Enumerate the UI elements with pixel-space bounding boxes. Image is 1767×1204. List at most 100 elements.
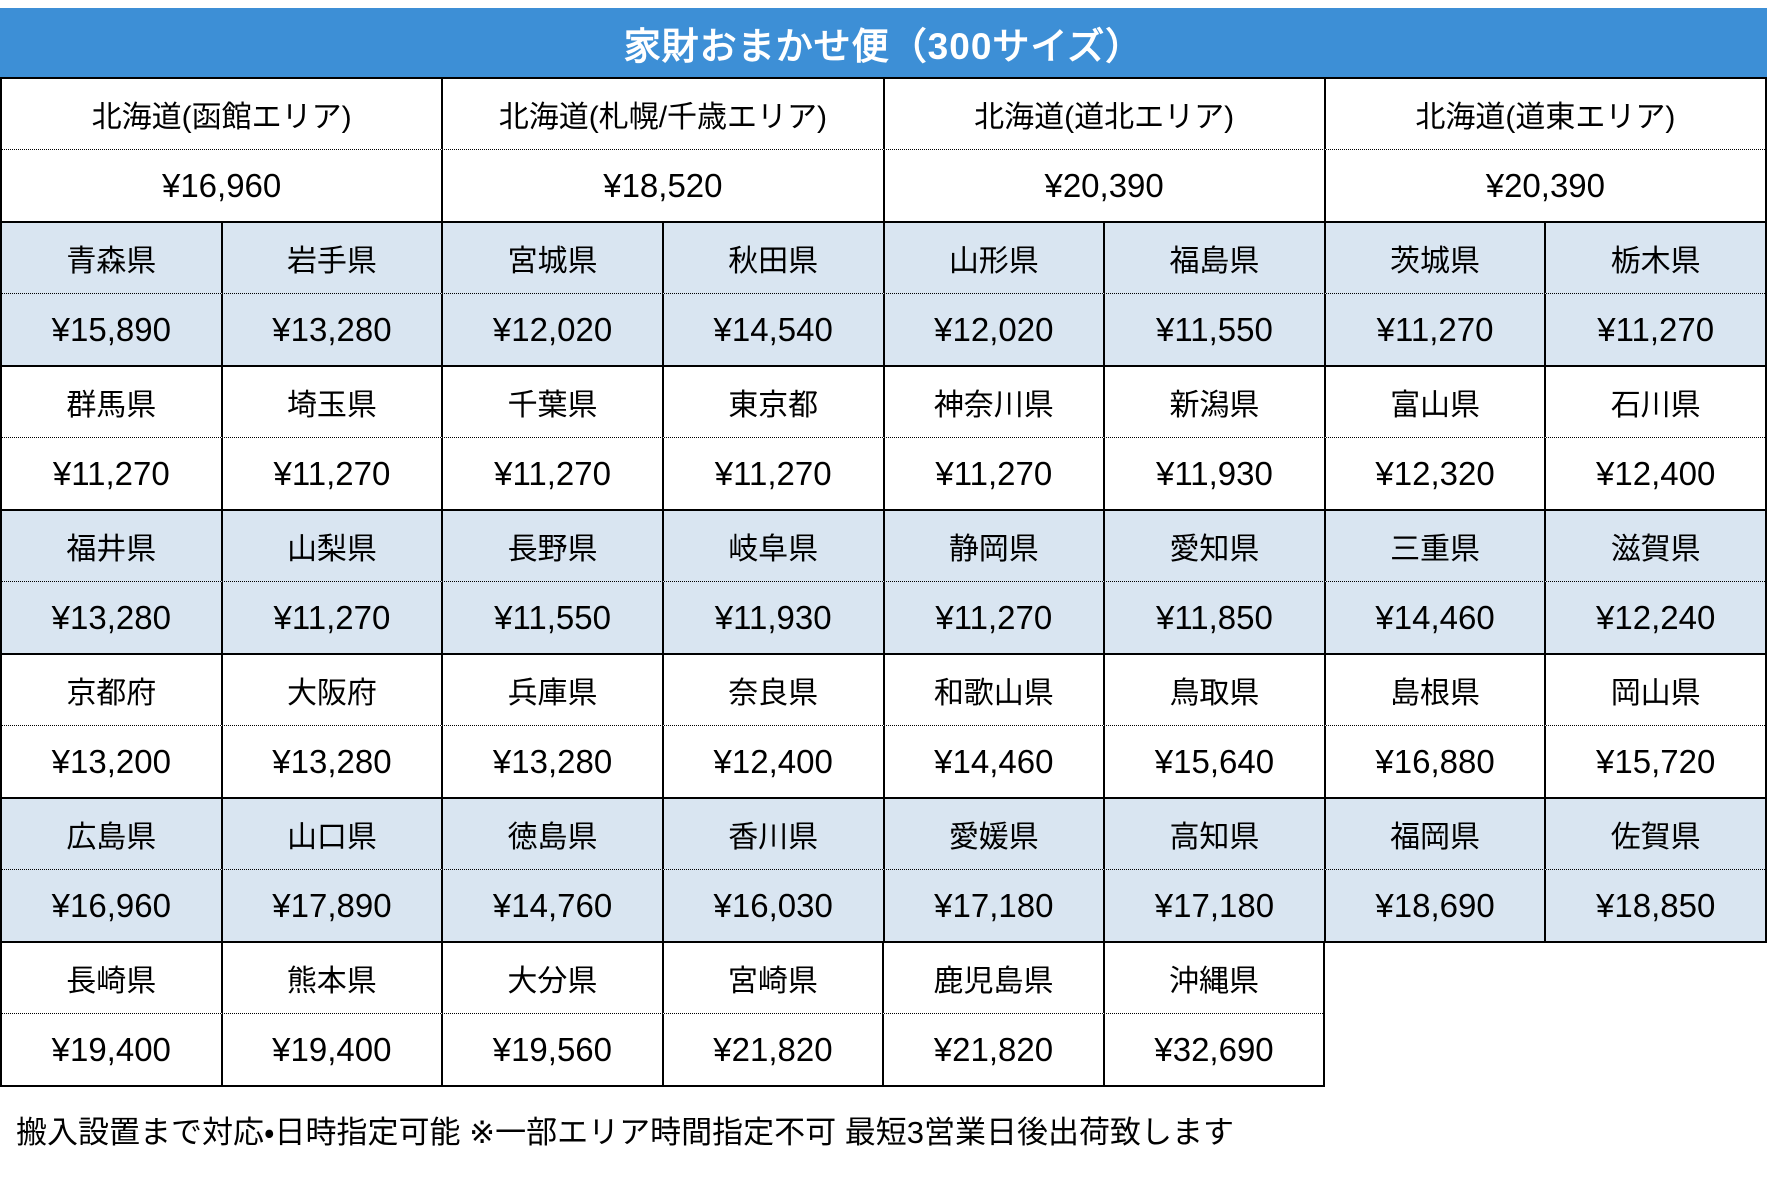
region-name-row: 長崎県 熊本県 大分県 宮崎県 鹿児島県 沖縄県: [2, 943, 1324, 1014]
region-name-cell: 兵庫県: [441, 655, 662, 725]
region-name-row: 北海道(函館エリア) 北海道(札幌/千歳エリア) 北海道(道北エリア) 北海道(道東エ…: [2, 79, 1765, 150]
region-name-cell: 大阪府: [220, 655, 442, 725]
price-cell: ¥13,200: [51, 742, 171, 780]
prefecture-group-1: 青森県 岩手県 宮城県 秋田県 山形県 福島県 茨城県 栃木県 ¥15,890 ¥13,280 ¥1…: [0, 223, 1767, 367]
region-name-cell: 神奈川県: [882, 367, 1104, 437]
table-title-bar: 家財おまかせ便（300サイズ）: [0, 8, 1767, 77]
price-cell: ¥11,270: [1544, 294, 1765, 365]
hokkaido-group: 北海道(函館エリア) 北海道(札幌/千歳エリア) 北海道(道北エリア) 北海道(道東エ…: [0, 77, 1767, 223]
region-name-cell: 奈良県: [661, 655, 883, 725]
price-cell: ¥12,240: [1544, 582, 1765, 653]
price-cell: ¥14,540: [661, 294, 883, 365]
footer-note: 搬入設置まで対応・日時指定可能 ※一部エリア時間指定不可 最短3営業日後出荷致し…: [16, 1115, 1234, 1150]
price-cell: ¥17,180: [1103, 870, 1324, 941]
price-cell: ¥12,400: [1544, 438, 1765, 509]
price-cell: ¥14,460: [882, 726, 1104, 797]
region-name-cell: 青森県: [66, 245, 157, 278]
price-cell: ¥19,400: [220, 1014, 442, 1085]
price-cell: ¥13,280: [220, 726, 442, 797]
prefecture-group-6: 長崎県 熊本県 大分県 宮崎県 鹿児島県 沖縄県 ¥19,400 ¥19,400 ¥19,560…: [0, 943, 1326, 1087]
region-name-cell: 鳥取県: [1103, 655, 1324, 725]
price-cell: ¥16,960: [161, 166, 282, 204]
region-name-cell: 徳島県: [441, 799, 662, 869]
price-cell: ¥18,690: [1323, 870, 1545, 941]
price-row-el: ¥13,200 ¥13,280 ¥13,280 ¥12,400 ¥14,460 ¥15,6…: [2, 726, 1765, 797]
price-cell: ¥11,270: [1323, 294, 1545, 365]
region-name-cell: 高知県: [1103, 799, 1324, 869]
region-name-cell: 山形県: [882, 223, 1104, 293]
price-cell: ¥32,690: [1102, 1014, 1324, 1085]
region-name-cell: 北海道(函館エリア): [91, 101, 352, 134]
price-cell: ¥11,270: [882, 582, 1104, 653]
region-name-cell: 大分県: [441, 943, 662, 1013]
price-cell: ¥13,280: [220, 294, 442, 365]
price-cell: ¥11,270: [441, 438, 662, 509]
price-cell: ¥21,820: [661, 1014, 883, 1085]
price-cell: ¥12,020: [882, 294, 1104, 365]
region-name-cell: 三重県: [1323, 511, 1545, 581]
price-cell: ¥17,890: [220, 870, 442, 941]
price-cell: ¥16,030: [661, 870, 883, 941]
prefecture-group-3: 福井県 山梨県 長野県 岐阜県 静岡県 愛知県 三重県 滋賀県 ¥13,280 ¥11,270 ¥1…: [0, 511, 1767, 655]
price-row-el: ¥16,960 ¥18,520 ¥20,390 ¥20,390: [2, 150, 1765, 221]
price-cell: ¥21,820: [882, 1014, 1103, 1085]
price-cell: ¥12,400: [661, 726, 883, 797]
region-name-cell: 石川県: [1544, 367, 1765, 437]
price-cell: ¥15,720: [1544, 726, 1765, 797]
region-name-cell: 千葉県: [441, 367, 662, 437]
region-name-cell: 香川県: [661, 799, 883, 869]
region-name-cell: 宮崎県: [661, 943, 883, 1013]
region-name-cell: 北海道(札幌/千歳エリア): [441, 79, 882, 149]
price-cell: ¥20,390: [882, 150, 1324, 221]
price-cell: ¥20,390: [1323, 150, 1765, 221]
region-name-cell: 京都府: [66, 677, 157, 710]
region-name-cell: 熊本県: [220, 943, 442, 1013]
table-title: 家財おまかせ便（300サイズ）: [623, 25, 1144, 67]
region-name-cell: 島根県: [1323, 655, 1545, 725]
region-name-cell: 長崎県: [66, 965, 157, 998]
region-name-cell: 山口県: [220, 799, 442, 869]
region-name-cell: 宮城県: [441, 223, 662, 293]
prefecture-group-2: 群馬県 埼玉県 千葉県 東京都 神奈川県 新潟県 富山県 石川県 ¥11,270 ¥11,270 ¥…: [0, 367, 1767, 511]
price-table: 北海道(函館エリア) 北海道(札幌/千歳エリア) 北海道(道北エリア) 北海道(道東エ…: [0, 77, 1767, 1087]
price-cell: ¥18,520: [441, 150, 882, 221]
price-cell: ¥18,850: [1544, 870, 1765, 941]
region-name-cell: 東京都: [661, 367, 883, 437]
region-name-cell: 岐阜県: [661, 511, 883, 581]
region-name-cell: 北海道(道北エリア): [882, 79, 1324, 149]
price-cell: ¥19,560: [441, 1014, 662, 1085]
price-cell: ¥11,270: [220, 438, 442, 509]
price-cell: ¥11,270: [661, 438, 883, 509]
price-cell: ¥11,850: [1103, 582, 1324, 653]
region-name-row: 京都府 大阪府 兵庫県 奈良県 和歌山県 鳥取県 島根県 岡山県: [2, 655, 1765, 726]
price-cell: ¥14,760: [441, 870, 662, 941]
region-name-cell: 愛媛県: [882, 799, 1104, 869]
region-name-cell: 滋賀県: [1544, 511, 1765, 581]
price-cell: ¥12,020: [441, 294, 662, 365]
region-name-cell: 埼玉県: [220, 367, 442, 437]
price-cell: ¥19,400: [51, 1030, 171, 1068]
region-name-cell: 佐賀県: [1544, 799, 1765, 869]
price-row-el: ¥16,960 ¥17,890 ¥14,760 ¥16,030 ¥17,180 ¥17,1…: [2, 870, 1765, 941]
region-name-cell: 福岡県: [1323, 799, 1545, 869]
price-cell: ¥17,180: [882, 870, 1104, 941]
region-name-cell: 静岡県: [882, 511, 1104, 581]
price-row-el: ¥19,400 ¥19,400 ¥19,560 ¥21,820 ¥21,820 ¥32,6…: [2, 1014, 1323, 1085]
region-name-cell: 長野県: [441, 511, 662, 581]
price-cell: ¥11,930: [1103, 438, 1324, 509]
price-cell: ¥13,280: [441, 726, 662, 797]
price-cell: ¥11,270: [52, 454, 170, 492]
price-cell: ¥13,280: [51, 598, 171, 636]
price-cell: ¥14,460: [1323, 582, 1545, 653]
price-row-el: ¥11,270 ¥11,270 ¥11,270 ¥11,270 ¥11,270 ¥11,9…: [2, 438, 1765, 509]
region-name-cell: 茨城県: [1323, 223, 1545, 293]
price-cell: ¥15,640: [1103, 726, 1324, 797]
price-row-el: ¥15,890 ¥13,280 ¥12,020 ¥14,540 ¥12,020 ¥11,5…: [2, 294, 1765, 365]
region-name-cell: 和歌山県: [882, 655, 1104, 725]
region-name-cell: 山梨県: [220, 511, 442, 581]
price-cell: ¥16,880: [1323, 726, 1545, 797]
region-name-row: 群馬県 埼玉県 千葉県 東京都 神奈川県 新潟県 富山県 石川県: [2, 367, 1765, 438]
region-name-row: 広島県 山口県 徳島県 香川県 愛媛県 高知県 福岡県 佐賀県: [2, 799, 1765, 870]
region-name-cell: 福井県: [66, 533, 157, 566]
